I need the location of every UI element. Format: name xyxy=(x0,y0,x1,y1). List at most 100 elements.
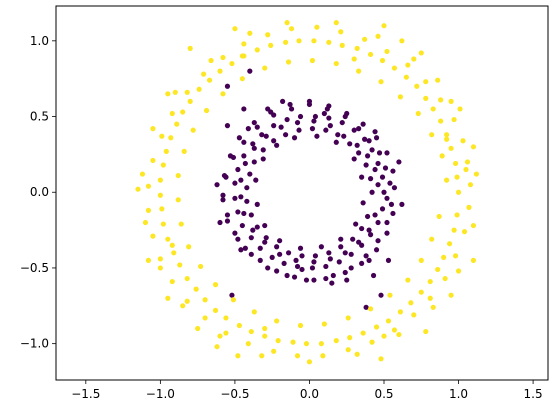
scatter-point xyxy=(473,171,480,177)
scatter-point xyxy=(359,225,365,232)
scatter-point xyxy=(351,56,357,62)
plot-frame xyxy=(55,5,549,381)
scatter-point xyxy=(184,89,190,95)
scatter-point xyxy=(448,145,454,151)
scatter-point xyxy=(336,259,342,265)
scatter-point xyxy=(362,136,368,142)
scatter-point xyxy=(418,257,424,263)
scatter-point xyxy=(451,227,457,233)
scatter-point xyxy=(363,304,369,310)
scatter-point xyxy=(344,110,350,117)
scatter-point xyxy=(269,254,275,260)
scatter-point xyxy=(366,138,372,144)
scatter-point xyxy=(236,135,242,141)
scatter-point xyxy=(221,172,228,179)
scatter-point xyxy=(259,132,265,138)
scatter-point xyxy=(262,239,268,245)
scatter-point xyxy=(444,132,450,138)
scatter-point xyxy=(360,121,366,127)
scatter-point xyxy=(341,133,347,139)
scatter-point xyxy=(250,141,256,147)
scatter-point xyxy=(230,297,237,303)
scatter-point xyxy=(339,42,345,48)
scatter-point xyxy=(327,123,333,129)
scatter-point xyxy=(187,98,193,104)
scatter-point xyxy=(457,106,463,112)
scatter-point xyxy=(284,20,290,26)
scatter-point xyxy=(396,159,402,165)
scatter-point xyxy=(220,192,226,198)
scatter-point xyxy=(372,129,378,135)
scatter-point xyxy=(145,207,152,214)
scatter-point xyxy=(274,268,280,274)
scatter-point xyxy=(254,201,260,207)
scatter-point xyxy=(360,330,366,336)
scatter-point xyxy=(274,142,280,148)
scatter-point xyxy=(223,330,229,336)
scatter-point xyxy=(150,157,156,164)
scatter-point xyxy=(311,277,317,283)
scatter-point xyxy=(363,253,369,259)
scatter-point xyxy=(397,94,403,100)
scatter-point xyxy=(303,277,310,283)
scatter-point xyxy=(277,238,283,244)
scatter-point xyxy=(175,172,181,179)
scatter-point xyxy=(229,292,235,298)
scatter-point xyxy=(369,189,375,195)
scatter-point xyxy=(241,139,247,145)
scatter-point xyxy=(157,177,163,183)
scatter-point xyxy=(326,115,332,121)
scatter-point xyxy=(232,195,238,201)
scatter-point xyxy=(311,38,317,44)
scatter-point xyxy=(411,312,417,318)
scatter-point xyxy=(251,119,257,126)
scatter-point xyxy=(271,138,277,144)
scatter-point xyxy=(384,48,390,55)
scatter-point xyxy=(327,256,333,262)
scatter-point xyxy=(287,101,293,108)
scatter-point xyxy=(405,277,411,283)
scatter-point xyxy=(186,244,192,250)
x-axis: −1.5 −1.0 −0.5 0.0 0.5 1.0 1.5 xyxy=(71,380,543,401)
scatter-point xyxy=(180,109,186,115)
scatter-point xyxy=(247,30,253,36)
scatter-point xyxy=(290,339,296,345)
scatter-point xyxy=(299,253,305,259)
scatter-point xyxy=(333,60,339,67)
scatter-point xyxy=(430,106,436,112)
scatter-point xyxy=(271,123,277,129)
scatter-point xyxy=(247,171,253,177)
scatter-point xyxy=(297,322,304,329)
scatter-point xyxy=(399,201,405,207)
scatter-point xyxy=(160,162,166,168)
scatter-point xyxy=(354,45,360,52)
scatter-point xyxy=(454,212,460,218)
scatter-point xyxy=(265,265,271,271)
scatter-point xyxy=(291,135,298,141)
scatter-point xyxy=(311,259,317,265)
scatter-point xyxy=(168,135,174,141)
x-tick-label: −1.0 xyxy=(146,387,175,401)
scatter-point xyxy=(342,269,348,276)
scatter-point xyxy=(291,274,298,280)
scatter-point xyxy=(314,133,320,139)
scatter-point xyxy=(309,57,316,64)
scatter-point xyxy=(220,91,226,97)
scatter-point xyxy=(283,39,289,45)
scatter-point xyxy=(220,54,226,61)
scatter-point xyxy=(214,344,220,350)
scatter-point xyxy=(278,124,284,130)
scatter-point xyxy=(263,235,269,241)
scatter-point xyxy=(381,189,387,195)
scatter-point xyxy=(145,257,152,263)
scatter-point xyxy=(203,107,210,114)
scatter-point xyxy=(312,113,319,120)
scatter-point xyxy=(223,315,229,321)
scatter-point xyxy=(145,183,152,189)
scatter-point xyxy=(373,247,380,253)
scatter-point xyxy=(321,110,327,117)
scatter-point xyxy=(150,126,156,132)
scatter-point xyxy=(309,265,316,271)
scatter-point xyxy=(251,309,257,315)
